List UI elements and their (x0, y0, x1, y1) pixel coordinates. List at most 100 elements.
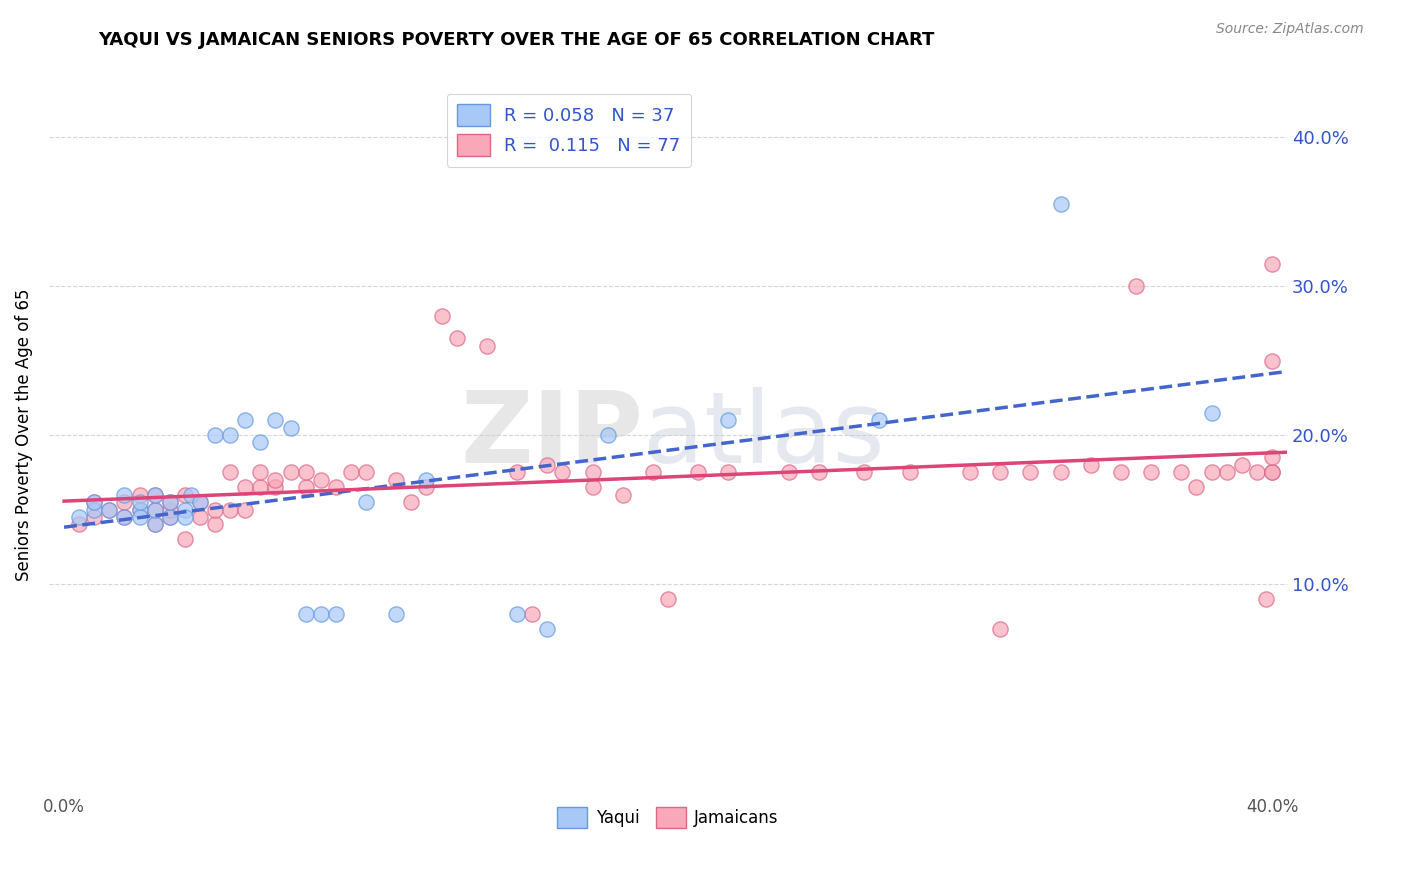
Point (612, 488, 634, 502)
Text: atlas: atlas (644, 386, 884, 483)
Point (1080, 458, 1102, 472)
Y-axis label: Seniors Poverty Over the Age of 65: Seniors Poverty Over the Age of 65 (15, 289, 32, 582)
Point (1201, 406, 1223, 420)
Point (128, 495, 150, 509)
Point (325, 607, 347, 621)
Point (446, 331, 468, 345)
Point (128, 502, 150, 516)
Point (67, 510, 90, 524)
Point (1261, 465, 1284, 479)
Point (128, 510, 150, 524)
Point (868, 413, 890, 427)
Point (1049, 197, 1071, 211)
Point (506, 465, 529, 479)
Point (385, 607, 408, 621)
Point (1049, 465, 1071, 479)
Point (264, 480, 287, 494)
Point (1261, 465, 1284, 479)
Point (159, 502, 181, 516)
Point (114, 488, 136, 502)
Point (233, 413, 256, 427)
Point (596, 428, 619, 442)
Point (249, 465, 271, 479)
Point (128, 488, 150, 502)
Point (294, 480, 316, 494)
Point (204, 517, 226, 532)
Point (204, 428, 226, 442)
Point (233, 502, 256, 516)
Point (159, 510, 181, 524)
Point (143, 488, 166, 502)
Point (280, 420, 302, 434)
Point (204, 502, 226, 516)
Point (959, 465, 981, 479)
Point (988, 465, 1011, 479)
Legend: Yaqui, Jamaicans: Yaqui, Jamaicans (551, 801, 786, 834)
Point (1109, 465, 1132, 479)
Point (309, 473, 332, 487)
Point (898, 465, 921, 479)
Point (233, 480, 256, 494)
Point (173, 488, 195, 502)
Point (430, 309, 453, 323)
Point (143, 517, 166, 532)
Point (1215, 465, 1237, 479)
Point (219, 502, 242, 516)
Point (128, 502, 150, 516)
Point (249, 435, 271, 450)
Point (657, 591, 679, 606)
Point (159, 510, 181, 524)
Point (309, 607, 332, 621)
Point (1185, 480, 1208, 494)
Point (249, 480, 271, 494)
Point (688, 465, 710, 479)
Point (506, 607, 529, 621)
Point (385, 473, 408, 487)
Point (778, 465, 800, 479)
Point (114, 510, 136, 524)
Point (641, 465, 664, 479)
Point (83, 495, 105, 509)
Point (264, 473, 287, 487)
Text: YAQUI VS JAMAICAN SENIORS POVERTY OVER THE AGE OF 65 CORRELATION CHART: YAQUI VS JAMAICAN SENIORS POVERTY OVER T… (98, 31, 935, 49)
Point (1254, 591, 1277, 606)
Point (401, 495, 423, 509)
Point (415, 480, 437, 494)
Point (188, 495, 211, 509)
Point (581, 480, 603, 494)
Point (1170, 465, 1192, 479)
Point (98, 502, 121, 516)
Point (475, 338, 498, 352)
Text: ZIP: ZIP (460, 386, 644, 483)
Point (219, 465, 242, 479)
Point (1125, 279, 1147, 293)
Point (280, 465, 302, 479)
Point (536, 458, 558, 472)
Point (173, 533, 195, 547)
Point (264, 413, 287, 427)
Point (143, 502, 166, 516)
Point (988, 622, 1011, 636)
Text: Source: ZipAtlas.com: Source: ZipAtlas.com (1216, 22, 1364, 37)
Point (180, 488, 202, 502)
Point (219, 428, 242, 442)
Point (1140, 465, 1163, 479)
Point (188, 510, 211, 524)
Point (340, 465, 363, 479)
Point (114, 510, 136, 524)
Point (1261, 450, 1284, 465)
Point (415, 473, 437, 487)
Point (1201, 465, 1223, 479)
Point (159, 495, 181, 509)
Point (354, 465, 377, 479)
Point (808, 465, 831, 479)
Point (717, 465, 740, 479)
Point (536, 622, 558, 636)
Point (1230, 458, 1253, 472)
Point (1261, 353, 1284, 368)
Point (98, 502, 121, 516)
Point (159, 495, 181, 509)
Point (83, 495, 105, 509)
Point (294, 607, 316, 621)
Point (551, 465, 574, 479)
